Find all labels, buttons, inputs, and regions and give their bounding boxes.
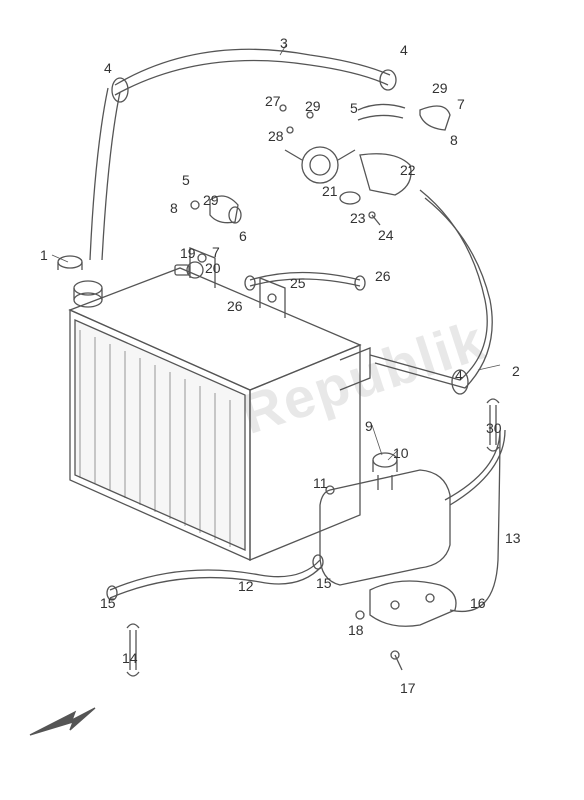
bolt-18 [356, 611, 364, 619]
callout-9: 9 [365, 418, 373, 434]
callout-1: 1 [40, 247, 48, 263]
callout-16: 16 [470, 595, 486, 611]
callout-14: 14 [122, 650, 138, 666]
hose-12 [110, 560, 320, 590]
callout-10: 10 [393, 445, 409, 461]
thermostat-cluster [285, 106, 450, 225]
callout-24: 24 [378, 227, 394, 243]
callout-29c: 29 [203, 192, 219, 208]
callout-26a: 26 [375, 268, 391, 284]
callout-21: 21 [322, 183, 338, 199]
diagram-svg [0, 0, 584, 800]
callout-18: 18 [348, 622, 364, 638]
callout-3: 3 [280, 35, 288, 51]
clamp-4b [380, 70, 396, 90]
callout-5a: 5 [350, 100, 358, 116]
callout-6: 6 [239, 228, 247, 244]
callout-12: 12 [238, 578, 254, 594]
callout-8a: 8 [450, 132, 458, 148]
callout-22: 22 [400, 162, 416, 178]
callout-30: 30 [486, 420, 502, 436]
callout-7a: 7 [457, 96, 465, 112]
callout-11: 11 [313, 475, 328, 491]
radiator-body [70, 248, 370, 560]
callout-8b: 8 [170, 200, 178, 216]
callout-2: 2 [512, 363, 520, 379]
callout-26b: 26 [227, 298, 243, 314]
hose-13 [445, 430, 500, 611]
bracket-16 [370, 581, 456, 626]
callout-19: 19 [180, 245, 196, 261]
callout-27: 27 [265, 93, 281, 109]
callout-4b: 4 [400, 42, 408, 58]
callout-29a: 29 [305, 98, 321, 114]
reservoir-tank [320, 453, 450, 585]
hose-2 [370, 190, 487, 380]
direction-arrow [30, 708, 95, 735]
callout-15b: 15 [316, 575, 332, 591]
callout-29b: 29 [432, 80, 448, 96]
callout-17: 17 [400, 680, 416, 696]
hose-5 [358, 104, 405, 110]
callout-15a: 15 [100, 595, 116, 611]
radiator-cap [58, 256, 82, 270]
callout-23: 23 [350, 210, 366, 226]
callout-4c: 4 [455, 367, 463, 383]
callout-7b: 7 [212, 244, 220, 260]
callout-25: 25 [290, 275, 306, 291]
callout-5b: 5 [182, 172, 190, 188]
hose-3 [115, 49, 390, 85]
callout-4a: 4 [104, 60, 112, 76]
callout-28: 28 [268, 128, 284, 144]
callout-13: 13 [505, 530, 521, 546]
callout-20: 20 [205, 260, 221, 276]
